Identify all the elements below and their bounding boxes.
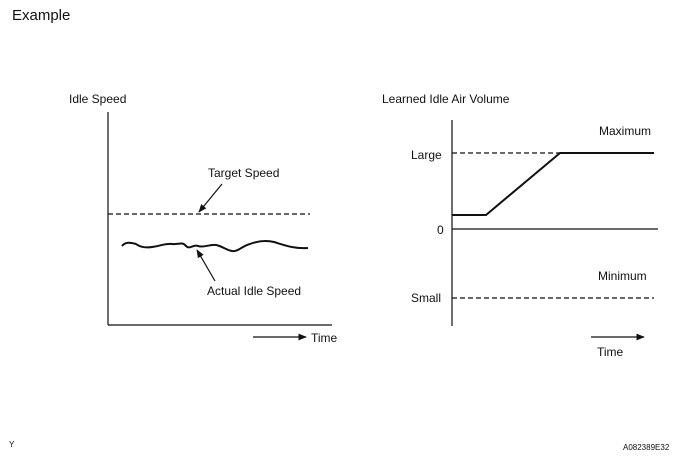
- learned-volume-line: [452, 152, 654, 216]
- minimum-label: Minimum: [598, 269, 647, 283]
- large-tick-label: Large: [411, 148, 442, 162]
- actual-idle-speed-label: Actual Idle Speed: [207, 284, 302, 298]
- target-speed-label: Target Speed: [208, 166, 280, 180]
- target-speed-leader: [198, 183, 223, 213]
- footer-left-code: Y: [9, 440, 15, 449]
- learned-idle-air-volume-title: Learned Idle Air Volume: [382, 92, 510, 106]
- actual-idle-speed-leader: [196, 249, 216, 282]
- idle-speed-title: Idle Speed: [69, 92, 127, 106]
- zero-tick-label: 0: [437, 223, 444, 237]
- maximum-label: Maximum: [599, 124, 652, 138]
- right-time-label: Time: [597, 345, 624, 359]
- left-time-label: Time: [311, 331, 338, 345]
- actual-idle-speed-line: [121, 239, 309, 253]
- footer-figure-code: A082389E32: [623, 443, 670, 452]
- small-tick-label: Small: [411, 291, 442, 305]
- page-title: Example: [12, 7, 71, 24]
